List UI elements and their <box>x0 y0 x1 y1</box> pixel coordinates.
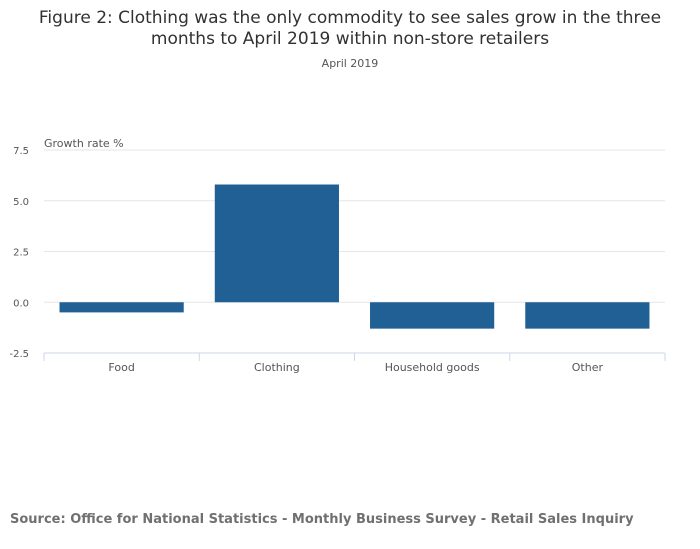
x-axis-ticks: Food Clothing Household goods Other <box>108 361 603 374</box>
x-axis <box>43 352 666 361</box>
y-tick-label: 0.0 <box>13 298 29 309</box>
bar-other <box>525 302 650 329</box>
bar-clothing <box>214 184 339 303</box>
bar-food <box>59 302 184 313</box>
y-tick-label: 7.5 <box>13 146 29 157</box>
chart-subtitle: April 2019 <box>321 57 379 70</box>
y-tick-label: -2.5 <box>9 349 29 360</box>
y-tick-label: 5.0 <box>13 197 29 208</box>
y-axis-ticks: -2.5 0.0 2.5 5.0 7.5 <box>9 146 29 360</box>
chart-title: Figure 2: Clothing was the only commodit… <box>38 8 662 49</box>
x-tick-label: Other <box>572 361 604 374</box>
x-tick-label: Food <box>108 361 134 374</box>
y-axis-label: Growth rate % <box>44 137 124 150</box>
bar-household-goods <box>370 302 495 329</box>
y-tick-label: 2.5 <box>13 248 29 259</box>
x-tick-label: Clothing <box>254 361 300 374</box>
bars <box>59 184 650 329</box>
source-note: Source: Office for National Statistics -… <box>10 512 634 527</box>
gridlines <box>44 149 665 303</box>
x-tick-label: Household goods <box>385 361 480 374</box>
